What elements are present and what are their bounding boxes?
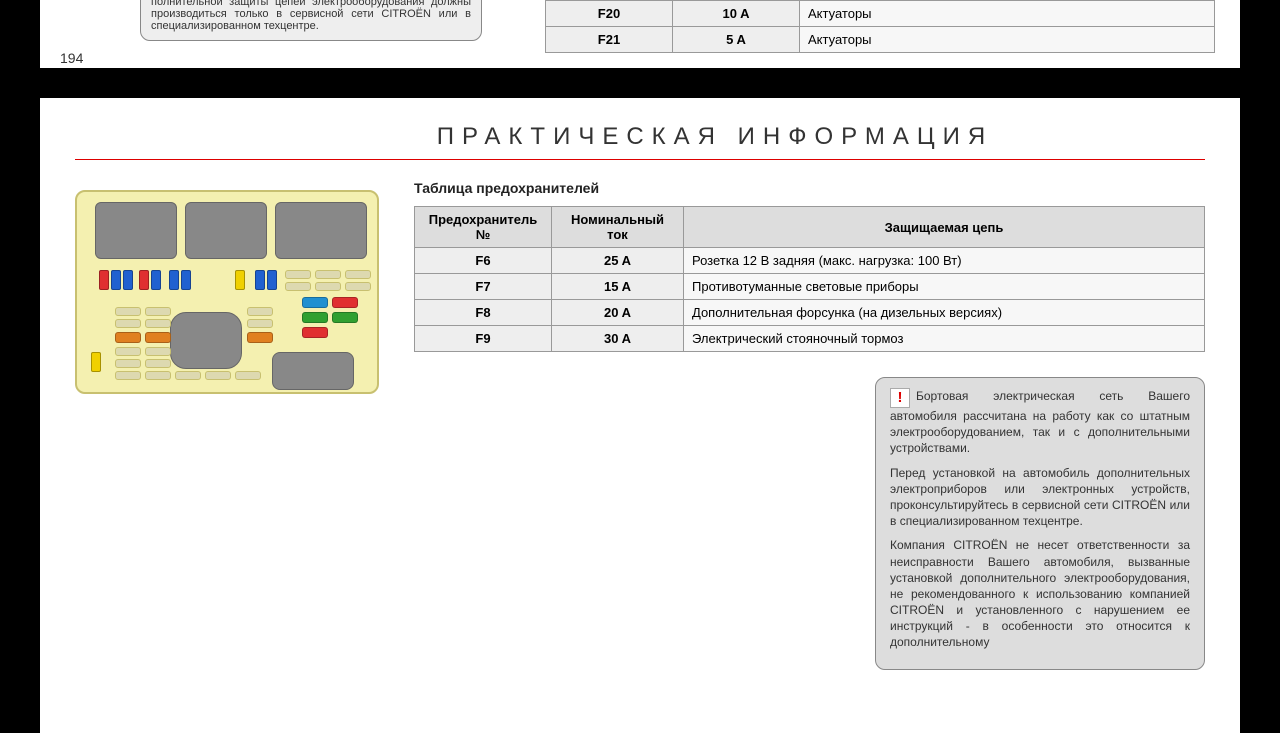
table-header-row: Предохранитель № Номинальный ток Защищае… — [415, 207, 1205, 248]
fuse-desc: Дополнительная форсунка (на дизельных ве… — [684, 300, 1205, 326]
heading-underline — [75, 159, 1205, 160]
fuse-desc: Актуаторы — [800, 1, 1215, 27]
fuse-desc: Актуаторы — [800, 27, 1215, 53]
info-warning-box: !Бортовая электрическая сеть Вашего авто… — [875, 377, 1205, 670]
table-row: F21 5 A Актуаторы — [546, 27, 1215, 53]
relay-block — [170, 312, 242, 369]
fuse-vertical — [91, 352, 101, 372]
empty-fuse-slot — [235, 371, 261, 380]
fuse-vertical — [255, 270, 265, 290]
fusebox-diagram — [75, 190, 379, 394]
empty-fuse-slot — [315, 282, 341, 291]
empty-fuse-slot — [285, 270, 311, 279]
top-warning-text: полнительной защиты цепей электрооборудо… — [151, 0, 471, 32]
table-row: F20 10 A Актуаторы — [546, 1, 1215, 27]
empty-fuse-slot — [115, 371, 141, 380]
empty-fuse-slot — [145, 371, 171, 380]
info-p2: Перед установкой на автомобиль дополните… — [890, 465, 1190, 530]
empty-fuse-slot — [247, 319, 273, 328]
empty-fuse-slot — [115, 319, 141, 328]
fuse-table-top: F20 10 A Актуаторы F21 5 A Актуаторы — [545, 0, 1215, 53]
fuse-id: F8 — [415, 300, 552, 326]
empty-fuse-slot — [145, 319, 171, 328]
empty-fuse-slot — [145, 307, 171, 316]
fuse-desc: Электрический стояночный тормоз — [684, 326, 1205, 352]
top-warning-box: полнительной защиты цепей электрооборудо… — [140, 0, 482, 41]
col-header: Предохранитель № — [415, 207, 552, 248]
empty-fuse-slot — [115, 307, 141, 316]
empty-fuse-slot — [145, 347, 171, 356]
empty-fuse-slot — [175, 371, 201, 380]
page-heading: ПРАКТИЧЕСКАЯ ИНФОРМАЦИЯ — [75, 123, 1205, 151]
fuse-amp: 20 A — [552, 300, 684, 326]
relay-block — [272, 352, 354, 390]
fuse-horizontal — [332, 297, 358, 308]
fuse-vertical — [99, 270, 109, 290]
col-header: Защищаемая цепь — [684, 207, 1205, 248]
fuse-vertical — [123, 270, 133, 290]
fuse-vertical — [111, 270, 121, 290]
exclamation-icon: ! — [890, 388, 910, 408]
fuse-amp: 30 A — [552, 326, 684, 352]
fuse-horizontal — [115, 332, 141, 343]
page-number: 194 — [60, 50, 83, 66]
fuse-horizontal — [145, 332, 171, 343]
empty-fuse-slot — [315, 270, 341, 279]
fuse-id: F6 — [415, 248, 552, 274]
fuse-vertical — [235, 270, 245, 290]
relay-block — [275, 202, 367, 259]
fuse-horizontal — [302, 297, 328, 308]
manual-page-bottom: ПРАКТИЧЕСКАЯ ИНФОРМАЦИЯ Таблица предохра… — [40, 98, 1240, 733]
fuse-amp: 10 A — [673, 1, 800, 27]
fuse-vertical — [267, 270, 277, 290]
info-p1: Бортовая электрическая сеть Вашего автом… — [890, 389, 1190, 455]
table-row: F715 AПротивотуманные световые приборы — [415, 274, 1205, 300]
fuse-vertical — [139, 270, 149, 290]
table-row: F625 AРозетка 12 В задняя (макс. нагрузк… — [415, 248, 1205, 274]
table-title: Таблица предохранителей — [414, 180, 1205, 196]
fuse-horizontal — [332, 312, 358, 323]
fuse-desc: Противотуманные световые приборы — [684, 274, 1205, 300]
manual-page-top: полнительной защиты цепей электрооборудо… — [40, 0, 1240, 68]
table-row: F820 AДополнительная форсунка (на дизель… — [415, 300, 1205, 326]
fuse-vertical — [181, 270, 191, 290]
empty-fuse-slot — [205, 371, 231, 380]
fuse-desc: Розетка 12 В задняя (макс. нагрузка: 100… — [684, 248, 1205, 274]
fuse-id: F21 — [546, 27, 673, 53]
fuse-id: F9 — [415, 326, 552, 352]
relay-block — [185, 202, 267, 259]
fuse-amp: 15 A — [552, 274, 684, 300]
empty-fuse-slot — [285, 282, 311, 291]
relay-block — [95, 202, 177, 259]
fuse-amp: 25 A — [552, 248, 684, 274]
fuse-table-bottom: Предохранитель № Номинальный ток Защищае… — [414, 206, 1205, 352]
fuse-id: F20 — [546, 1, 673, 27]
empty-fuse-slot — [145, 359, 171, 368]
info-p3: Компания CITROËN не несет ответственност… — [890, 537, 1190, 650]
empty-fuse-slot — [247, 307, 273, 316]
fuse-id: F7 — [415, 274, 552, 300]
col-header: Номинальный ток — [552, 207, 684, 248]
empty-fuse-slot — [115, 359, 141, 368]
fuse-vertical — [151, 270, 161, 290]
empty-fuse-slot — [115, 347, 141, 356]
fuse-horizontal — [247, 332, 273, 343]
fuse-horizontal — [302, 327, 328, 338]
fuse-vertical — [169, 270, 179, 290]
fuse-amp: 5 A — [673, 27, 800, 53]
fuse-horizontal — [302, 312, 328, 323]
empty-fuse-slot — [345, 282, 371, 291]
table-row: F930 AЭлектрический стояночный тормоз — [415, 326, 1205, 352]
empty-fuse-slot — [345, 270, 371, 279]
